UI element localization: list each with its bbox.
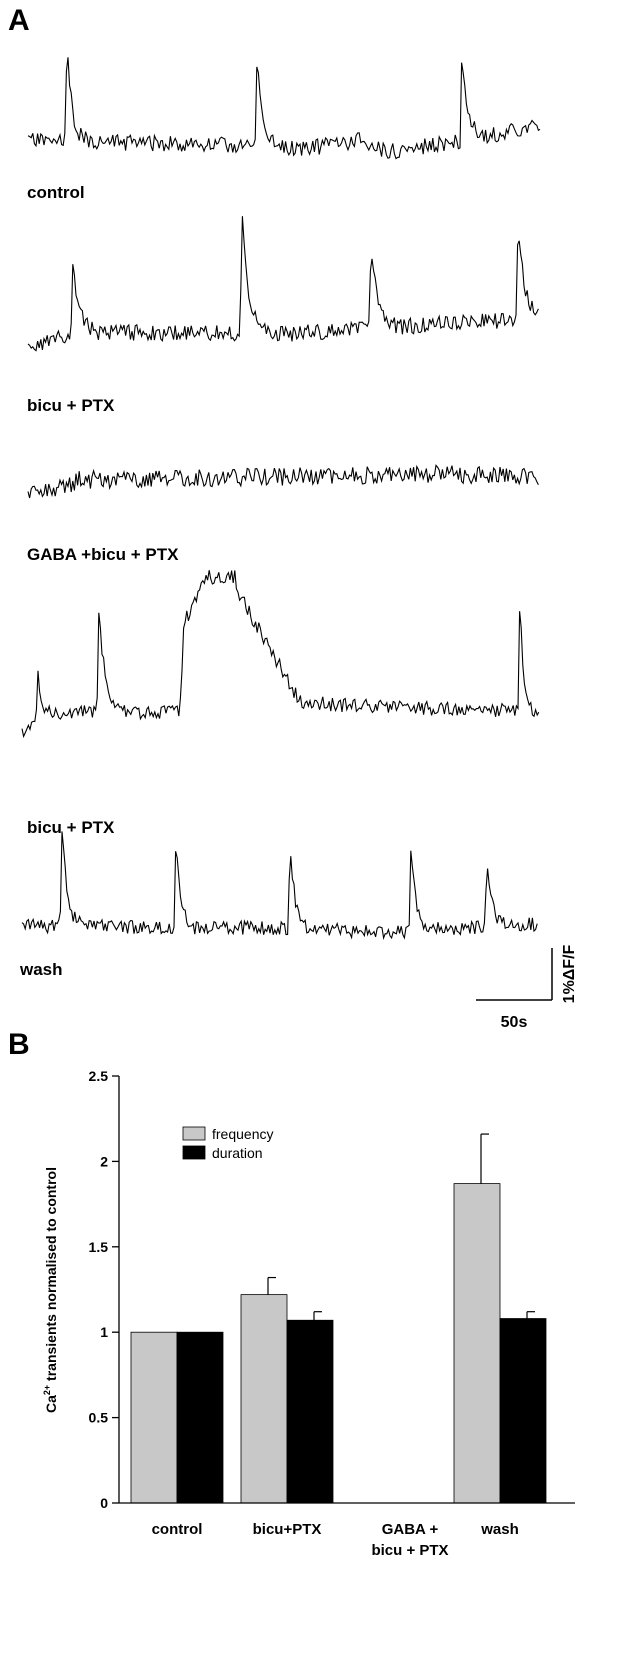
legend-swatch-duration — [182, 1145, 206, 1160]
legend: frequency duration — [182, 1126, 273, 1161]
trace-label-wash: wash — [20, 960, 63, 979]
trace-label-control: control — [27, 183, 85, 202]
bar-frequency-2 — [240, 1294, 288, 1504]
trace-4 — [21, 570, 540, 739]
x-axis: control bicu+PTX GABA + bicu + PTX wash — [119, 1502, 575, 1559]
bars-group — [130, 1133, 547, 1504]
panel-b-letter: B — [8, 1028, 30, 1061]
trace-3 — [27, 464, 539, 499]
calcium-traces — [21, 57, 541, 941]
panel-a-letter: A — [8, 4, 30, 37]
bar-duration-1 — [176, 1331, 224, 1504]
x-tick-label: bicu+PTX — [253, 1521, 322, 1538]
trace-label-bicu-ptx-1: bicu + PTX — [27, 396, 115, 415]
scale-bar-time-label: 50s — [501, 1014, 528, 1031]
trace-5 — [21, 831, 538, 941]
trace-label-gaba-bicu-ptx: GABA +bicu + PTX — [27, 545, 179, 564]
y-axis-label-post: transients normalised to control — [43, 1167, 59, 1385]
bar-frequency-4 — [453, 1183, 501, 1504]
x-tick-label: bicu + PTX — [371, 1542, 448, 1559]
trace-1 — [27, 57, 541, 160]
y-axis-label: Ca2+ transients normalised to control — [42, 1167, 59, 1413]
legend-swatch-frequency — [182, 1126, 206, 1141]
y-axis-label-sup: 2+ — [42, 1385, 52, 1395]
y-tick-label: 0 — [100, 1495, 108, 1511]
bar-duration-4 — [499, 1318, 547, 1504]
x-tick-label: GABA + — [382, 1521, 439, 1538]
y-tick-label: 1.5 — [89, 1239, 109, 1255]
x-tick-label: wash — [480, 1521, 519, 1538]
y-axis-label-pre: Ca — [43, 1395, 59, 1413]
legend-label-duration: duration — [212, 1145, 263, 1161]
scale-bar-amplitude-label: 1%ΔF/F — [561, 944, 578, 1003]
y-tick-label: 0.5 — [89, 1410, 109, 1426]
y-tick-label: 1 — [100, 1324, 108, 1340]
trace-label-bicu-ptx-2: bicu + PTX — [27, 818, 115, 837]
trace-2 — [27, 216, 539, 352]
scale-bar: 50s 1%ΔF/F — [476, 944, 578, 1031]
y-tick-label: 2.5 — [89, 1068, 109, 1084]
x-tick-label: control — [152, 1521, 203, 1538]
bar-chart: 0 0.5 1 1.5 2 2.5 control bicu+PTX GABA + bicu +… — [42, 1068, 575, 1559]
y-axis: 0 0.5 1 1.5 2 2.5 — [89, 1068, 120, 1511]
y-tick-label: 2 — [100, 1153, 108, 1169]
legend-label-frequency: frequency — [212, 1126, 273, 1142]
bar-frequency-1 — [130, 1331, 178, 1504]
bar-duration-2 — [286, 1319, 334, 1504]
